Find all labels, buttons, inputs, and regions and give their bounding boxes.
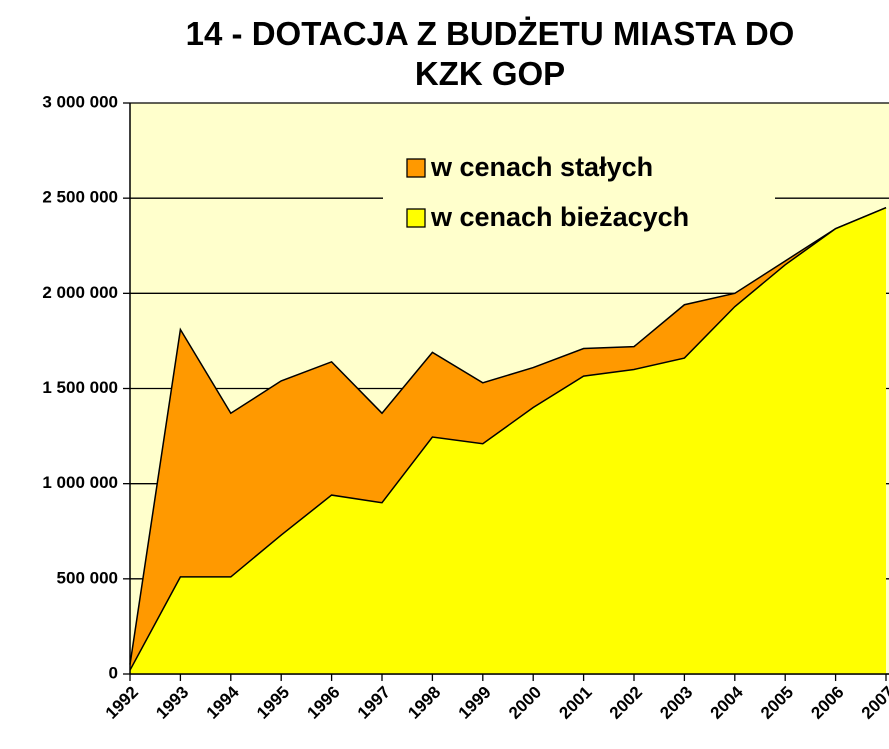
y-tick-label: 3 000 000 <box>42 92 118 111</box>
y-tick-label: 0 <box>109 663 118 682</box>
x-tick-label: 1998 <box>404 683 444 723</box>
x-tick-label: 1999 <box>455 683 495 723</box>
x-tick-label: 1996 <box>303 683 343 723</box>
area <box>130 207 886 674</box>
x-tick-label: 2000 <box>505 683 545 723</box>
chart-title: 14 - DOTACJA Z BUDŻETU MIASTA DO KZK GOP <box>185 15 795 92</box>
legend-swatch <box>406 158 426 178</box>
y-tick-label: 1 000 000 <box>42 473 118 492</box>
y-tick-label: 500 000 <box>57 568 118 587</box>
x-tick-label: 2006 <box>807 683 847 723</box>
x-tick-label: 2003 <box>656 683 696 723</box>
x-tick-label: 2005 <box>757 683 797 723</box>
y-tick-label: 1 500 000 <box>42 378 118 397</box>
legend-label: w cenach stałych <box>430 152 653 182</box>
legend-label: w cenach bieżacych <box>430 202 689 232</box>
x-tick-label: 1993 <box>152 683 192 723</box>
y-tick-label: 2 500 000 <box>42 188 118 207</box>
x-tick-label: 2002 <box>606 683 646 723</box>
x-tick-label: 2001 <box>555 683 595 723</box>
area-outline <box>129 206 887 671</box>
legend-swatch <box>406 208 426 228</box>
legend-box <box>383 140 775 258</box>
x-tick-label: 2004 <box>707 682 748 723</box>
area-outline <box>129 206 887 665</box>
y-tick-label: 2 000 000 <box>42 283 118 302</box>
x-tick-label: 1994 <box>203 682 244 723</box>
x-tick-label: 1992 <box>102 683 142 723</box>
x-tick-label: 1995 <box>253 683 293 723</box>
x-tick-label: 1997 <box>354 683 394 723</box>
x-tick-label: 2007 <box>858 683 889 723</box>
